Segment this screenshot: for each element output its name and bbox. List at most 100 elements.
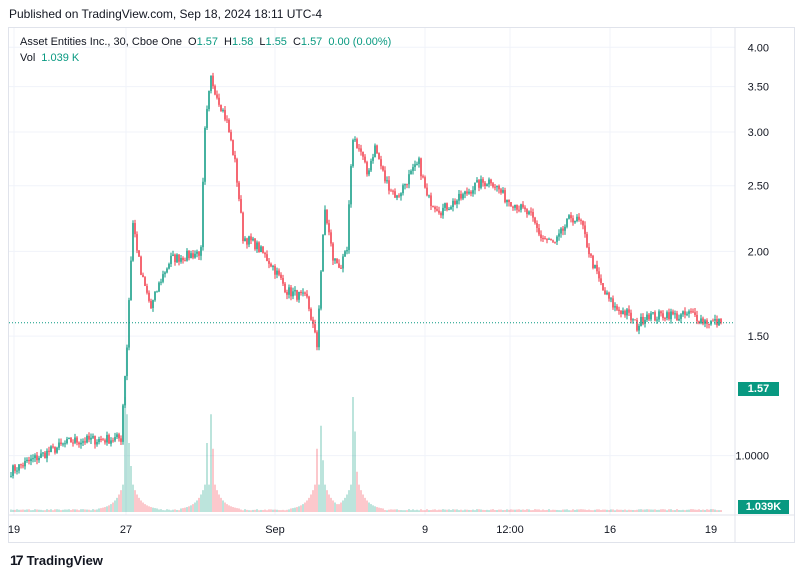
volume-bar [270,509,272,512]
candle-body [240,199,242,213]
volume-bar [582,509,584,512]
candle-body [522,204,524,208]
candle-body [318,308,320,348]
volume-bar [454,509,456,512]
volume-bar [310,494,312,512]
tradingview-logo-icon: 17 [10,552,24,568]
volume-bar [64,509,66,512]
candle-body [104,440,106,443]
volume-bar [474,510,476,512]
last-volume-badge: 1.039K [738,500,789,514]
volume-bar [42,510,44,512]
volume-bar [88,509,90,512]
candle-body [110,440,112,444]
candle-body [106,435,108,443]
volume-bar [146,505,148,512]
volume-bar [262,510,264,512]
candle-body [688,311,690,314]
volume-bar [530,510,532,512]
candle-body [488,179,490,185]
volume-bar [684,510,686,512]
volume-bar [354,431,356,512]
volume-bar [688,509,690,512]
candle-body [42,452,44,454]
candle-body [346,250,348,252]
volume-bar [332,500,334,512]
volume-bar [268,509,270,512]
candle-body [616,306,618,310]
volume-bar [712,509,714,512]
candle-body [176,254,178,263]
volume-bar [630,509,632,512]
volume-bar [612,509,614,512]
candle-body [588,247,590,255]
volume-bar [600,510,602,512]
x-tick-label: 12:00 [496,524,524,536]
candle-body [498,185,500,190]
candle-body [164,272,166,275]
volume-bar [594,509,596,512]
volume-bar [534,509,536,512]
candle-body [200,247,202,256]
volume-bar [618,509,620,512]
volume-bar [46,509,48,512]
candle-body [120,438,122,442]
candle-body [122,405,124,442]
candle-body [358,148,360,150]
candle-body [708,323,710,325]
volume-bar [126,414,128,512]
candle-body [632,319,634,321]
candle-body [518,209,520,211]
volume-bar [516,509,518,512]
volume-bar [678,510,680,512]
candle-body [370,160,372,171]
close-value: 1.57 [300,36,323,48]
footer-brand[interactable]: 17 TradingView [10,552,103,568]
candle-body [310,308,312,320]
candle-body [272,266,274,268]
brand-name: TradingView [26,552,103,568]
candle-body [624,310,626,316]
volume-bar [430,510,432,512]
chart-frame[interactable] [8,27,795,543]
volume-bar [492,509,494,512]
candle-body [496,185,498,188]
candle-body [336,258,338,264]
volume-bar [522,509,524,512]
published-caption: Published on TradingView.com, Sep 18, 20… [9,7,323,21]
candle-body [188,250,190,259]
volume-bar [314,484,316,512]
volume-bar [574,509,576,512]
candle-body [70,437,72,443]
candle-body [114,437,116,441]
volume-bar [674,510,676,512]
candle-body [206,109,208,129]
candle-body [526,209,528,215]
volume-bar [694,509,696,512]
volume-bar [644,509,646,512]
candle-body [62,443,64,445]
candle-body [294,290,296,292]
volume-bar [568,510,570,512]
candle-body [608,292,610,299]
candle-body [252,238,254,241]
volume-bar [536,509,538,512]
volume-bar [394,509,396,512]
volume-bar [672,510,674,512]
candle-body [140,256,142,275]
volume-bar [576,509,578,512]
last-price-badge: 1.57 [738,382,779,396]
volume-bar [116,497,118,512]
volume-bar [512,509,514,512]
candle-body [52,446,54,448]
volume-bar [596,509,598,512]
candle-body [460,193,462,199]
candle-body [316,332,318,348]
candle-body [374,145,376,158]
volume-bar [420,509,422,512]
candle-body [640,316,642,326]
volume-bar [626,510,628,512]
candle-body [68,437,70,439]
candle-body [134,223,136,235]
